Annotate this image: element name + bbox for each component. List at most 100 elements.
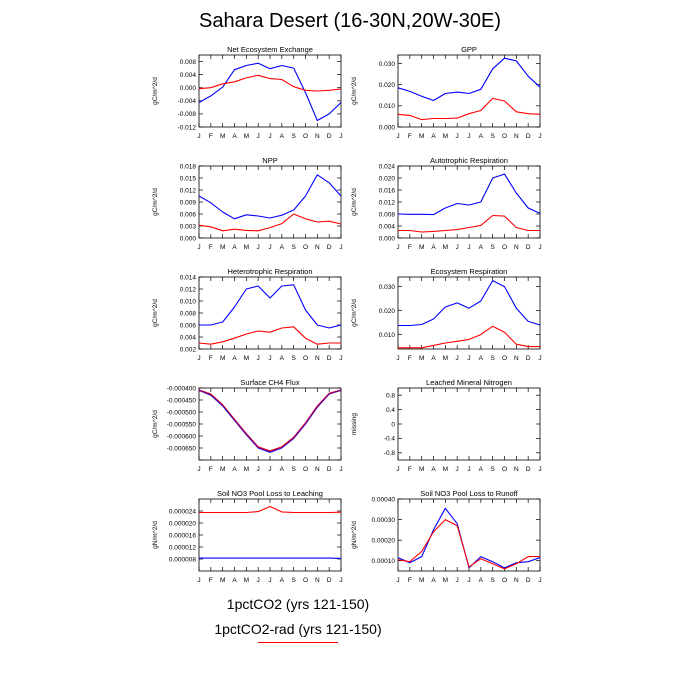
x-tick-label: N	[514, 133, 519, 140]
series-line-1	[198, 389, 342, 453]
x-tick-label: A	[280, 577, 285, 584]
series-line-1	[198, 62, 342, 122]
x-tick-label: M	[419, 244, 424, 251]
x-tick-label: F	[408, 355, 412, 362]
y-tick-label: -0.8	[384, 450, 396, 457]
x-tick-label: M	[244, 244, 249, 251]
panel-title: Surface CH4 Flux	[240, 378, 299, 387]
x-tick-label: J	[538, 244, 541, 251]
x-tick-label: N	[315, 577, 320, 584]
x-tick-label: A	[232, 244, 237, 251]
x-tick-label: S	[490, 133, 495, 140]
x-tick-label: J	[257, 355, 260, 362]
y-tick-label: 0.030	[379, 284, 396, 291]
y-axis-label: gN/m^2/d	[351, 521, 358, 549]
y-tick-label: 0.006	[180, 322, 197, 329]
panel-8: Leached Mineral Nitrogen -0.8 -0.4 0 0.4 0.8 J…	[351, 378, 542, 473]
x-tick-label: N	[315, 466, 320, 473]
x-tick-label: S	[490, 355, 495, 362]
y-tick-label: 0.016	[379, 187, 396, 194]
x-tick-label: M	[419, 577, 424, 584]
x-tick-label: M	[244, 355, 249, 362]
x-tick-label: F	[408, 577, 412, 584]
x-tick-label: A	[431, 244, 436, 251]
x-tick-label: A	[232, 466, 237, 473]
y-tick-label: -0.000650	[167, 445, 197, 452]
y-tick-label: -0.004	[178, 98, 197, 105]
x-tick-label: O	[502, 133, 507, 140]
panel-title: Soil NO3 Pool Loss to Leaching	[217, 489, 323, 498]
y-tick-label: 0.004	[180, 72, 197, 79]
panel-title: Net Ecosystem Exchange	[227, 45, 313, 54]
x-tick-label: M	[443, 466, 448, 473]
x-tick-label: O	[303, 244, 308, 251]
series-line-1	[199, 284, 342, 329]
series-line-2	[397, 519, 540, 570]
x-tick-label: F	[209, 355, 213, 362]
x-tick-label: J	[396, 577, 399, 584]
y-tick-label: 0.000020	[169, 520, 196, 527]
y-axis-label: gC/m^2/d	[152, 410, 159, 438]
x-tick-label: N	[514, 577, 519, 584]
x-tick-label: O	[502, 244, 507, 251]
x-tick-label: M	[443, 244, 448, 251]
plot-frame	[397, 387, 541, 461]
x-tick-label: A	[280, 355, 285, 362]
x-tick-label: J	[538, 133, 541, 140]
y-tick-label: 0.003	[180, 223, 197, 230]
x-tick-label: A	[431, 466, 436, 473]
x-tick-label: M	[220, 466, 225, 473]
x-tick-label: J	[268, 466, 271, 473]
x-tick-label: A	[479, 133, 484, 140]
x-tick-label: D	[327, 577, 332, 584]
y-tick-label: 0.020	[379, 82, 396, 89]
x-tick-label: J	[396, 244, 399, 251]
page-title: Sahara Desert (16-30N,20W-30E)	[199, 10, 501, 32]
series-line-2	[198, 389, 342, 452]
y-tick-label: -0.000400	[167, 385, 197, 392]
series-line-1	[397, 173, 541, 216]
y-tick-label: 0.004	[180, 334, 197, 341]
x-tick-label: J	[339, 466, 342, 473]
y-tick-label: 0.006	[180, 211, 197, 218]
y-axis-label: gC/m^2/d	[152, 299, 159, 327]
y-axis-label: gC/m^2/d	[152, 188, 159, 216]
x-tick-label: D	[327, 466, 332, 473]
x-tick-label: M	[443, 133, 448, 140]
y-tick-label: 0	[391, 421, 395, 428]
x-tick-label: M	[220, 133, 225, 140]
panel-title: Heterotrophic Respiration	[227, 267, 312, 276]
x-tick-label: J	[467, 133, 470, 140]
y-tick-label: 0.024	[379, 163, 396, 170]
panel-title: GPP	[461, 45, 477, 54]
x-tick-label: F	[209, 133, 213, 140]
x-tick-label: J	[339, 577, 342, 584]
y-tick-label: 0.012	[180, 187, 197, 194]
x-tick-label: M	[419, 355, 424, 362]
x-tick-label: J	[456, 244, 459, 251]
y-tick-label: 0.000012	[169, 544, 196, 551]
x-tick-label: J	[339, 244, 342, 251]
y-tick-label: 0.010	[180, 298, 197, 305]
y-tick-label: 0.8	[386, 393, 395, 400]
x-tick-label: N	[514, 355, 519, 362]
y-tick-label: 0.000016	[169, 532, 196, 539]
x-tick-label: A	[479, 577, 484, 584]
x-tick-label: D	[327, 244, 332, 251]
panel-title: Soil NO3 Pool Loss to Runoff	[420, 489, 518, 498]
x-tick-label: A	[431, 577, 436, 584]
y-tick-label: 0.00010	[372, 558, 396, 565]
x-tick-label: M	[443, 355, 448, 362]
x-tick-label: M	[220, 244, 225, 251]
x-tick-label: J	[197, 244, 200, 251]
legend-line-2	[258, 642, 338, 643]
panel-5: Heterotrophic Respiration 0.002 0.004 0.006…	[152, 267, 343, 362]
x-tick-label: D	[327, 355, 332, 362]
x-tick-label: S	[291, 355, 296, 362]
x-tick-label: J	[467, 355, 470, 362]
x-tick-label: J	[456, 133, 459, 140]
x-tick-label: O	[502, 355, 507, 362]
panel-4: Autotrophic Respiration 0.000 0.004 0.008 0.…	[351, 156, 542, 251]
panel-10: Soil NO3 Pool Loss to Runoff 0.00010 0.000…	[351, 489, 542, 584]
